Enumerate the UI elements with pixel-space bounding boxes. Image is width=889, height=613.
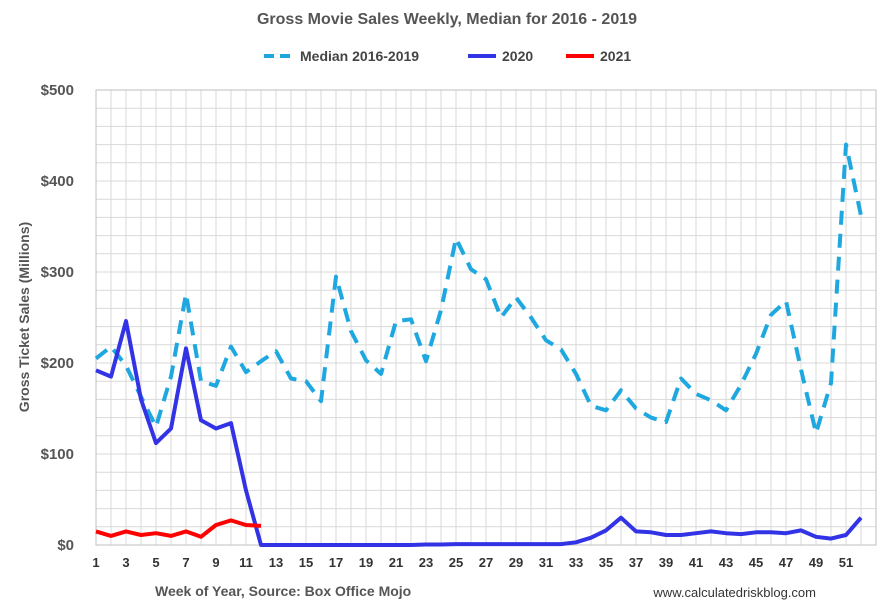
series-lines	[94, 142, 863, 547]
x-tick-label: 41	[689, 555, 703, 570]
x-tick-label: 25	[449, 555, 463, 570]
y-tick-label: $100	[41, 446, 74, 463]
x-tick-label: 23	[419, 555, 433, 570]
x-tick-label: 19	[359, 555, 373, 570]
x-tick-label: 3	[122, 555, 129, 570]
y-axis-ticks: $0 $100 $200 $300 $400 $500	[41, 82, 74, 554]
x-tick-label: 21	[389, 555, 403, 570]
x-tick-label: 51	[839, 555, 853, 570]
legend-label: 2021	[600, 48, 631, 64]
x-tick-label: 9	[212, 555, 219, 570]
x-tick-label: 35	[599, 555, 613, 570]
x-tick-label: 33	[569, 555, 583, 570]
legend-label: Median 2016-2019	[300, 48, 419, 64]
y-tick-label: $0	[57, 537, 74, 554]
series-line-median-2016-2019	[94, 142, 863, 436]
x-tick-label: 43	[719, 555, 733, 570]
x-tick-label: 37	[629, 555, 643, 570]
y-tick-label: $400	[41, 173, 74, 190]
x-tick-label: 17	[329, 555, 343, 570]
x-tick-label: 13	[269, 555, 283, 570]
series-line-2020	[95, 319, 863, 547]
x-tick-label: 49	[809, 555, 823, 570]
y-tick-label: $200	[41, 355, 74, 372]
y-tick-label: $500	[41, 82, 74, 99]
source-watermark: www.calculatedriskblog.com	[652, 585, 816, 600]
x-tick-label: 39	[659, 555, 673, 570]
chart-title: Gross Movie Sales Weekly, Median for 201…	[257, 11, 637, 28]
x-axis-label: Week of Year, Source: Box Office Mojo	[155, 583, 411, 599]
x-tick-label: 7	[182, 555, 189, 570]
series-line-2021	[95, 518, 262, 539]
x-axis-ticks: 1 3 5 7 9 11 13 15 17 19 21 23 25 27 29 31 33 35 37 39 41 43 4…	[92, 555, 853, 570]
x-tick-label: 11	[239, 555, 253, 570]
x-tick-label: 47	[779, 555, 793, 570]
legend: Median 2016-2019 2020 2021	[264, 48, 631, 64]
legend-label: 2020	[502, 48, 533, 64]
x-tick-label: 27	[479, 555, 493, 570]
y-axis-label: Gross Ticket Sales (Millions)	[16, 222, 32, 412]
y-tick-label: $300	[41, 264, 74, 281]
x-tick-label: 1	[92, 555, 99, 570]
x-tick-label: 29	[509, 555, 523, 570]
x-tick-label: 15	[299, 555, 313, 570]
x-tick-label: 45	[749, 555, 763, 570]
x-tick-label: 5	[152, 555, 159, 570]
x-tick-label: 31	[539, 555, 553, 570]
gridlines	[95, 89, 877, 546]
